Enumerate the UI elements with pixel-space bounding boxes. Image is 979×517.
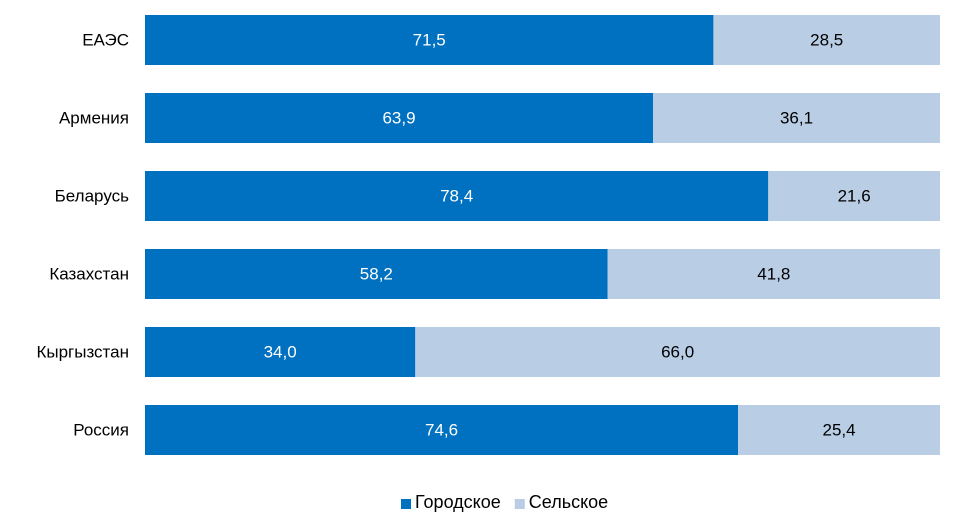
legend-label-rural: Сельское [529, 492, 608, 512]
data-label-rural-cat-3: 41,8 [757, 265, 790, 284]
bar-urban-cat-4 [145, 327, 416, 377]
bar-urban-cat-3 [145, 249, 608, 299]
bar-rural-cat-1 [653, 93, 940, 143]
category-label-cat-5: Россия [73, 421, 129, 440]
data-label-rural-cat-1: 36,1 [780, 109, 813, 128]
data-label-rural-cat-2: 21,6 [838, 187, 871, 206]
data-label-urban-cat-5: 74,6 [425, 421, 458, 440]
bar-rural-cat-4 [415, 327, 940, 377]
bars-group [145, 15, 940, 455]
legend-label-urban: Городское [415, 492, 501, 512]
category-label-cat-0: ЕАЭС [82, 31, 129, 50]
category-label-cat-4: Кыргызстан [36, 343, 129, 362]
bar-urban-cat-5 [145, 405, 739, 455]
bar-rural-cat-3 [607, 249, 940, 299]
legend-swatch-rural [514, 499, 525, 509]
category-label-cat-1: Армения [59, 109, 129, 128]
legend: Городское Сельское [401, 492, 608, 512]
data-label-urban-cat-1: 63,9 [382, 109, 415, 128]
bar-urban-cat-1 [145, 93, 654, 143]
bar-rural-cat-2 [768, 171, 940, 221]
bar-rural-cat-0 [713, 15, 940, 65]
labels-group: ЕАЭС 71,5 28,5 Армения 63,9 36,1 Беларусь 78,4 2… [36, 31, 870, 440]
category-label-cat-3: Казахстан [49, 265, 129, 284]
bar-urban-cat-2 [145, 171, 769, 221]
data-label-rural-cat-5: 25,4 [822, 421, 855, 440]
data-label-urban-cat-4: 34,0 [264, 343, 297, 362]
data-label-urban-cat-3: 58,2 [360, 265, 393, 284]
legend-swatch-urban [401, 499, 411, 509]
bar-urban-cat-0 [145, 15, 714, 65]
data-label-urban-cat-0: 71,5 [413, 31, 446, 50]
data-label-rural-cat-0: 28,5 [810, 31, 843, 50]
data-label-rural-cat-4: 66,0 [661, 343, 694, 362]
bar-rural-cat-5 [738, 405, 940, 455]
category-label-cat-2: Беларусь [55, 187, 129, 206]
data-label-urban-cat-2: 78,4 [440, 187, 473, 206]
